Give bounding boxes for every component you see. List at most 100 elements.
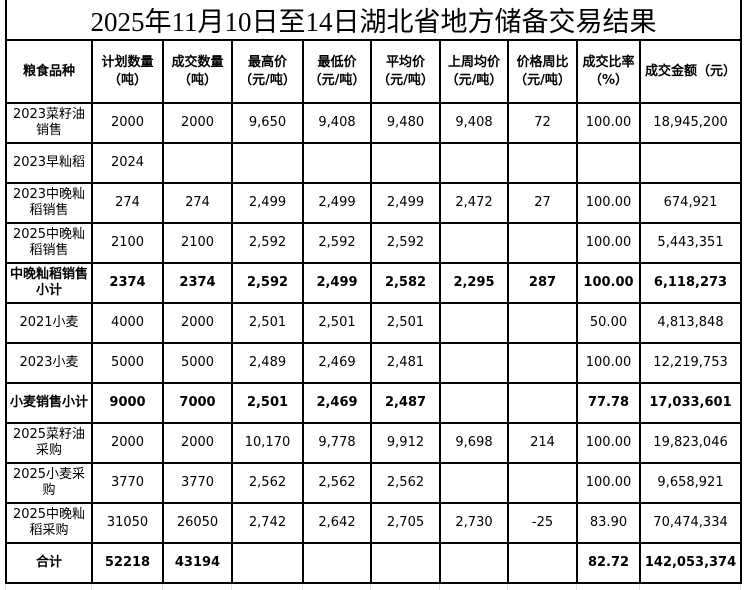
value-cell: 2,469 xyxy=(302,382,372,424)
value-cell: 9000 xyxy=(91,382,164,424)
value-cell xyxy=(507,542,578,584)
value-cell: 2000 xyxy=(162,302,233,344)
value-cell: 214 xyxy=(507,422,578,464)
value-cell: 2024 xyxy=(91,142,164,184)
value-cell: 2,592 xyxy=(370,222,441,264)
value-cell xyxy=(507,142,578,184)
table-row: 2025中晚籼稻采购 31050 26050 2,742 2,642 2,705 2,730… xyxy=(5,502,743,544)
grain-variety-cell: 2023菜籽油销售 xyxy=(5,102,93,144)
value-cell: 2000 xyxy=(162,102,233,144)
header-cell: 成交比率 （%） xyxy=(576,39,641,104)
header-cell: 成交数量 （吨） xyxy=(162,39,233,104)
ghost-grid-cell xyxy=(303,584,371,590)
value-cell: 2,730 xyxy=(439,502,509,544)
summary-row: 中晚籼稻销售小计 2374 2374 2,592 2,499 2,582 2,295 287 1… xyxy=(5,262,743,304)
value-cell xyxy=(507,342,578,384)
grain-variety-cell: 2023中晚籼稻销售 xyxy=(5,182,93,224)
value-cell: 19,823,046 xyxy=(638,422,743,464)
table-row: 2023小麦 5000 5000 2,489 2,469 2,481 100.00 12,21… xyxy=(5,342,743,384)
value-cell: 5,443,351 xyxy=(638,222,743,264)
ghost-grid-cell xyxy=(577,584,640,590)
value-cell: 674,921 xyxy=(638,182,743,224)
value-cell: 6,118,273 xyxy=(638,262,743,304)
value-cell: 2,499 xyxy=(370,182,441,224)
ghost-grid-cell xyxy=(440,584,508,590)
value-cell xyxy=(231,542,304,584)
summary-row: 合计 52218 43194 82.72 142,053,374 xyxy=(5,542,743,584)
value-cell: 2,742 xyxy=(231,502,304,544)
value-cell: 9,408 xyxy=(439,102,509,144)
grain-variety-cell: 2025菜籽油采购 xyxy=(5,422,93,464)
header-row: 粮食品种 计划数量 （吨） 成交数量 （吨） 最高价 （元/吨） 最低价 （元/吨） 平均… xyxy=(5,39,743,104)
value-cell: 31050 xyxy=(91,502,164,544)
value-cell xyxy=(302,142,372,184)
table-row: 2023菜籽油销售 2000 2000 9,650 9,408 9,480 9,408 72 1… xyxy=(5,102,743,144)
trade-results-table: 2025年11月10日至14日湖北省地方储备交易结果 粮食品种 计划数量 （吨）成… xyxy=(4,0,743,584)
title-row: 2025年11月10日至14日湖北省地方储备交易结果 xyxy=(4,0,743,41)
value-cell xyxy=(439,302,509,344)
value-cell: 7000 xyxy=(162,382,233,424)
value-cell: 2,562 xyxy=(302,462,372,504)
value-cell: 2,501 xyxy=(302,302,372,344)
value-cell xyxy=(439,342,509,384)
value-cell: 2374 xyxy=(91,262,164,304)
table-row: 2025小麦采购 3770 3770 2,562 2,562 2,562 100.00 9,6… xyxy=(5,462,743,504)
value-cell xyxy=(638,142,743,184)
page-title: 2025年11月10日至14日湖北省地方储备交易结果 xyxy=(4,0,743,41)
grain-variety-cell: 合计 xyxy=(5,542,93,584)
header-cell: 价格周比 （元/吨） xyxy=(507,39,578,104)
value-cell: 3770 xyxy=(91,462,164,504)
value-cell: 2,562 xyxy=(370,462,441,504)
value-cell: 2,487 xyxy=(370,382,441,424)
value-cell: 2,501 xyxy=(231,302,304,344)
value-cell xyxy=(507,462,578,504)
value-cell: 27 xyxy=(507,182,578,224)
value-cell xyxy=(439,142,509,184)
value-cell: 72 xyxy=(507,102,578,144)
value-cell xyxy=(439,542,509,584)
value-cell: 2,642 xyxy=(302,502,372,544)
value-cell: 2000 xyxy=(162,422,233,464)
value-cell: 4,813,848 xyxy=(638,302,743,344)
value-cell: 9,912 xyxy=(370,422,441,464)
excel-gridlines xyxy=(5,584,741,590)
value-cell xyxy=(439,382,509,424)
value-cell xyxy=(231,142,304,184)
value-cell: 2000 xyxy=(91,102,164,144)
value-cell: 9,650 xyxy=(231,102,304,144)
grain-variety-cell: 小麦销售小计 xyxy=(5,382,93,424)
value-cell: 287 xyxy=(507,262,578,304)
grain-variety-cell: 中晚籼稻销售小计 xyxy=(5,262,93,304)
grain-variety-cell: 2023早籼稻 xyxy=(5,142,93,184)
value-cell: 17,033,601 xyxy=(638,382,743,424)
value-cell xyxy=(370,542,441,584)
value-cell xyxy=(162,142,233,184)
value-cell: 2,499 xyxy=(231,182,304,224)
value-cell xyxy=(507,222,578,264)
value-cell xyxy=(439,222,509,264)
header-cell: 最低价 （元/吨） xyxy=(302,39,372,104)
value-cell: 2,499 xyxy=(302,262,372,304)
value-cell: 100.00 xyxy=(576,262,641,304)
header-cell: 粮食品种 xyxy=(5,39,93,104)
value-cell: 100.00 xyxy=(576,462,641,504)
value-cell: 9,698 xyxy=(439,422,509,464)
value-cell: 2,592 xyxy=(231,262,304,304)
value-cell: 2,705 xyxy=(370,502,441,544)
value-cell: 18,945,200 xyxy=(638,102,743,144)
ghost-grid-cell xyxy=(92,584,163,590)
value-cell: 50.00 xyxy=(576,302,641,344)
value-cell xyxy=(576,142,641,184)
value-cell: 2,501 xyxy=(370,302,441,344)
grain-variety-cell: 2025小麦采购 xyxy=(5,462,93,504)
value-cell: 52218 xyxy=(91,542,164,584)
value-cell: 5000 xyxy=(162,342,233,384)
value-cell xyxy=(507,382,578,424)
grain-variety-cell: 2025中晚籼稻销售 xyxy=(5,222,93,264)
header-cell: 最高价 （元/吨） xyxy=(231,39,304,104)
value-cell: 4000 xyxy=(91,302,164,344)
value-cell xyxy=(439,462,509,504)
value-cell: 12,219,753 xyxy=(638,342,743,384)
value-cell: 2,481 xyxy=(370,342,441,384)
